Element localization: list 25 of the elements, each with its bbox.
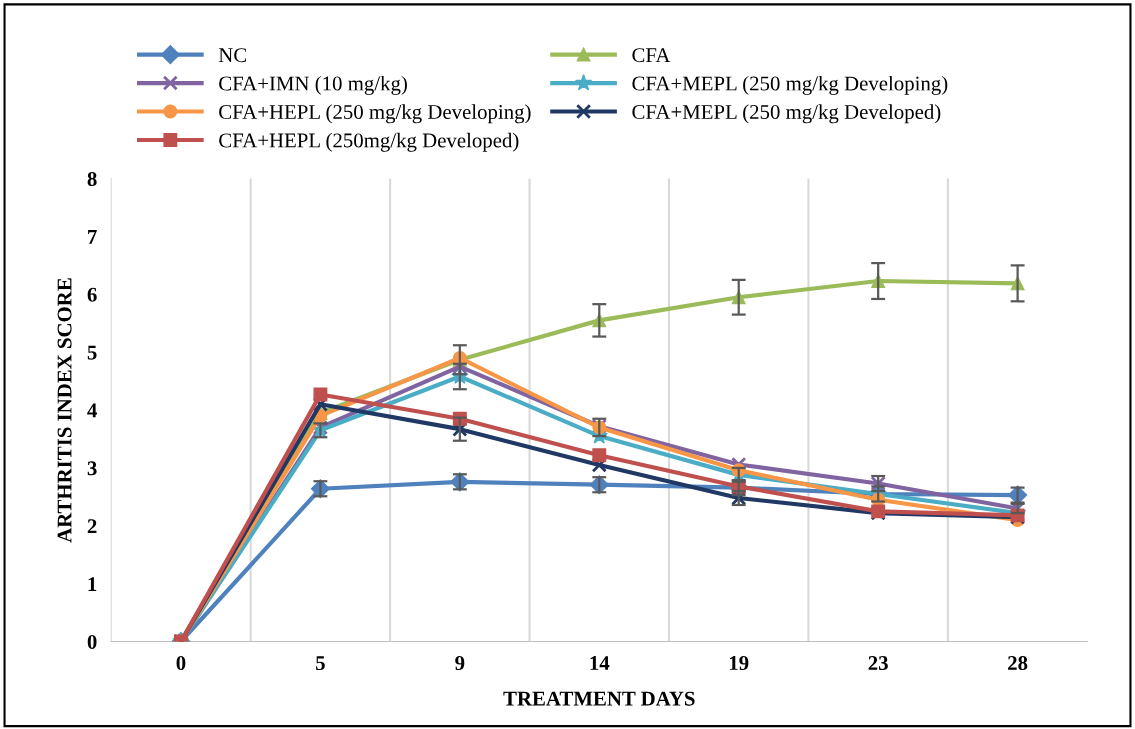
x-tick-label: 9 [455, 656, 465, 671]
legend-label: CFA+MEPL (250 mg/kg Developed) [632, 104, 941, 124]
legend-label: CFA+HEPL (250 mg/kg Developing) [219, 104, 531, 124]
x-tick-label: 28 [1008, 656, 1028, 671]
y-tick-label: 5 [87, 345, 97, 360]
legend-label: CFA+HEPL (250mg/kg Developed) [219, 132, 519, 152]
y-tick-label: 4 [87, 403, 97, 418]
y-tick-label: 0 [87, 634, 97, 649]
y-tick-label: 2 [87, 519, 97, 534]
y-tick-label: 8 [87, 171, 97, 187]
y-tick-label: 3 [87, 461, 97, 476]
x-tick-label: 23 [868, 656, 888, 671]
y-tick-label: 6 [87, 287, 97, 302]
x-tick-label: 5 [316, 656, 325, 671]
y-tick-label: 1 [88, 577, 97, 591]
legend-label: CFA+MEPL (250 mg/kg Developing) [632, 75, 948, 95]
y-axis-title: ARTHRITIS INDEX SCORE [57, 278, 72, 543]
x-tick-label: 14 [590, 656, 610, 670]
legend-label: CFA [632, 48, 671, 63]
x-tick-label: 19 [729, 656, 749, 671]
legend-label: CFA+IMN (10 mg/kg) [219, 75, 407, 95]
legend-label: NC [218, 48, 247, 63]
x-tick-label: 0 [176, 656, 186, 671]
x-axis-title: TREATMENT DAYS [503, 691, 695, 706]
y-tick-label: 7 [88, 230, 97, 244]
